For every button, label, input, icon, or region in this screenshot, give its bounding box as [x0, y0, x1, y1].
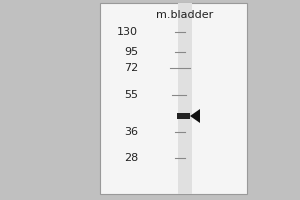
Polygon shape	[190, 109, 200, 123]
Text: m.bladder: m.bladder	[156, 10, 214, 20]
Bar	[177, 113, 190, 119]
Text: 55: 55	[124, 90, 138, 100]
Text: 95: 95	[124, 47, 138, 57]
Text: 28: 28	[124, 153, 138, 163]
Bar	[100, 3, 247, 194]
Text: 36: 36	[124, 127, 138, 137]
Bar	[178, 3, 192, 194]
Text: 130: 130	[117, 27, 138, 37]
Text: 72: 72	[124, 63, 138, 73]
